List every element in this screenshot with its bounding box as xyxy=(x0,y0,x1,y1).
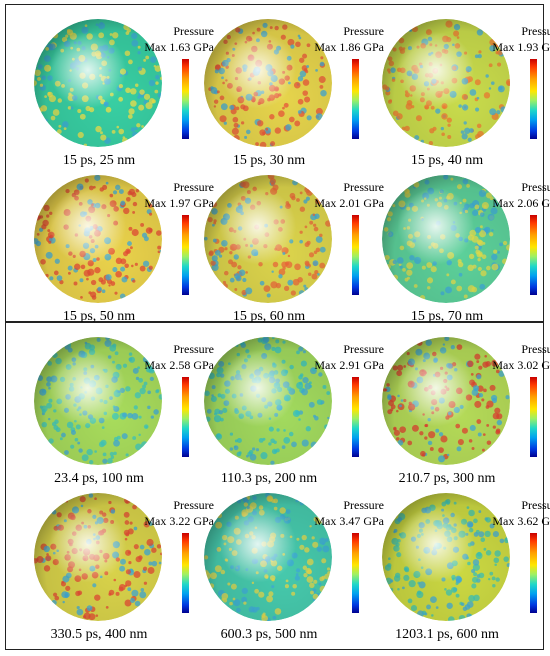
figure-cell: Pressure Max 2.91 GPa 110.3 ps, 200 nm xyxy=(202,335,384,491)
caption: 15 ps, 70 nm xyxy=(410,309,484,324)
max-pressure-label: Max 1.97 GPa xyxy=(144,196,214,210)
pressure-label: Pressure xyxy=(343,342,384,356)
caption: 15 ps, 40 nm xyxy=(410,153,484,168)
colorbar xyxy=(352,215,359,295)
sphere-image xyxy=(382,337,510,465)
pressure-sphere xyxy=(380,17,512,149)
sphere-image xyxy=(34,493,162,621)
pressure-sphere xyxy=(32,17,164,149)
pressure-label: Pressure xyxy=(173,342,214,356)
pressure-sphere xyxy=(380,335,512,467)
sphere-image xyxy=(204,19,332,147)
panel-bottom: Pressure Max 2.58 GPa 23.4 ps, 100 nm Press… xyxy=(5,322,550,650)
figure-cell: Pressure Max 2.06 GPa 15 ps, 70 nm xyxy=(380,173,550,329)
caption: 210.7 ps, 300 nm xyxy=(398,471,496,486)
sphere-image xyxy=(34,175,162,303)
caption: 110.3 ps, 200 nm xyxy=(220,471,318,486)
pressure-sphere xyxy=(380,173,512,305)
pressure-label: Pressure xyxy=(521,342,550,356)
colorbar xyxy=(530,377,537,457)
figure-cell: Pressure Max 1.86 GPa 15 ps, 30 nm xyxy=(202,17,384,173)
colorbar xyxy=(182,533,189,613)
colorbar xyxy=(530,59,537,139)
max-pressure-label: Max 3.47 GPa xyxy=(314,514,384,528)
caption: 1203.1 ps, 600 nm xyxy=(395,627,499,642)
colorbar xyxy=(182,377,189,457)
colorbar xyxy=(352,533,359,613)
max-pressure-label: Max 3.62 GPa xyxy=(492,514,550,528)
figure-cell: Pressure Max 3.47 GPa 600.3 ps, 500 nm xyxy=(202,491,384,647)
sphere-image xyxy=(34,337,162,465)
figure-cell: Pressure Max 3.62 GPa 1203.1 ps, 600 nm xyxy=(380,491,550,647)
pressure-label: Pressure xyxy=(343,498,384,512)
sphere-image xyxy=(382,175,510,303)
max-pressure-label: Max 2.58 GPa xyxy=(144,358,214,372)
figure-cell: Pressure Max 3.22 GPa 330.5 ps, 400 nm xyxy=(32,491,214,647)
pressure-sphere xyxy=(32,173,164,305)
sphere-image xyxy=(382,493,510,621)
figure-cell: Pressure Max 2.01 GPa 15 ps, 60 nm xyxy=(202,173,384,329)
sphere-image xyxy=(382,19,510,147)
pressure-label: Pressure xyxy=(521,498,550,512)
max-pressure-label: Max 1.86 GPa xyxy=(314,40,384,54)
pressure-label: Pressure xyxy=(173,24,214,38)
sphere-image xyxy=(34,19,162,147)
caption: 600.3 ps, 500 nm xyxy=(220,627,318,642)
sphere-image xyxy=(204,175,332,303)
caption: 15 ps, 50 nm xyxy=(62,309,136,324)
pressure-label: Pressure xyxy=(521,180,550,194)
colorbar xyxy=(530,533,537,613)
pressure-label: Pressure xyxy=(521,24,550,38)
colorbar xyxy=(530,215,537,295)
max-pressure-label: Max 2.06 GPa xyxy=(492,196,550,210)
sphere-image xyxy=(204,493,332,621)
pressure-label: Pressure xyxy=(173,498,214,512)
caption: 330.5 ps, 400 nm xyxy=(50,627,148,642)
figure-cell: Pressure Max 1.93 GPa 15 ps, 40 nm xyxy=(380,17,550,173)
figure-cell: Pressure Max 1.97 GPa 15 ps, 50 nm xyxy=(32,173,214,329)
figure-cell: Pressure Max 2.58 GPa 23.4 ps, 100 nm xyxy=(32,335,214,491)
caption: 15 ps, 60 nm xyxy=(232,309,306,324)
colorbar xyxy=(352,59,359,139)
pressure-sphere xyxy=(202,335,334,467)
colorbar xyxy=(182,59,189,139)
pressure-sphere xyxy=(202,173,334,305)
pressure-label: Pressure xyxy=(173,180,214,194)
figure-cell: Pressure Max 1.63 GPa 15 ps, 25 nm xyxy=(32,17,214,173)
colorbar xyxy=(352,377,359,457)
caption: 23.4 ps, 100 nm xyxy=(54,471,144,486)
pressure-sphere xyxy=(202,491,334,623)
max-pressure-label: Max 2.01 GPa xyxy=(314,196,384,210)
figure-cell: Pressure Max 3.02 GPa 210.7 ps, 300 nm xyxy=(380,335,550,491)
max-pressure-label: Max 3.22 GPa xyxy=(144,514,214,528)
max-pressure-label: Max 1.93 GPa xyxy=(492,40,550,54)
pressure-label: Pressure xyxy=(343,24,384,38)
pressure-label: Pressure xyxy=(343,180,384,194)
pressure-sphere xyxy=(380,491,512,623)
panel-top: Pressure Max 1.63 GPa 15 ps, 25 nm Pressure… xyxy=(5,4,550,324)
max-pressure-label: Max 1.63 GPa xyxy=(144,40,214,54)
caption: 15 ps, 30 nm xyxy=(232,153,306,168)
sphere-image xyxy=(204,337,332,465)
max-pressure-label: Max 3.02 GPa xyxy=(492,358,550,372)
pressure-sphere xyxy=(32,491,164,623)
colorbar xyxy=(182,215,189,295)
max-pressure-label: Max 2.91 GPa xyxy=(314,358,384,372)
pressure-sphere xyxy=(202,17,334,149)
caption: 15 ps, 25 nm xyxy=(62,153,136,168)
pressure-sphere xyxy=(32,335,164,467)
